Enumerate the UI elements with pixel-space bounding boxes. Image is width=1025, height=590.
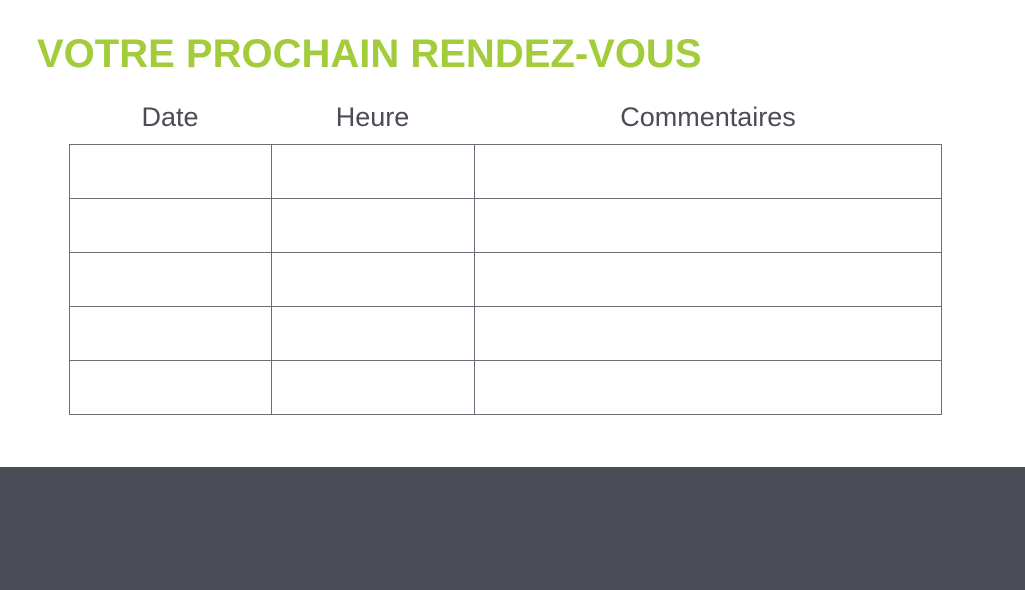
table-cell-commentaires[interactable] bbox=[474, 198, 942, 253]
table-cell-heure[interactable] bbox=[271, 252, 475, 307]
column-header-date: Date bbox=[141, 102, 199, 132]
table-cell-heure[interactable] bbox=[271, 306, 475, 361]
table-cell-date[interactable] bbox=[69, 360, 272, 415]
column-header-heure: Heure bbox=[335, 102, 410, 132]
table-row bbox=[69, 360, 942, 415]
table-row bbox=[69, 306, 942, 361]
table-cell-heure[interactable] bbox=[271, 198, 475, 253]
table-cell-commentaires[interactable] bbox=[474, 360, 942, 415]
appointment-table bbox=[69, 144, 942, 415]
table-cell-commentaires[interactable] bbox=[474, 306, 942, 361]
table-cell-heure[interactable] bbox=[271, 360, 475, 415]
page-title: VOTRE PROCHAIN RENDEZ-VOUS bbox=[37, 32, 702, 76]
table-cell-heure[interactable] bbox=[271, 144, 475, 199]
table-cell-commentaires[interactable] bbox=[474, 144, 942, 199]
table-row bbox=[69, 144, 942, 199]
column-header-commentaires: Commentaires bbox=[620, 102, 796, 132]
table-cell-commentaires[interactable] bbox=[474, 252, 942, 307]
table-row bbox=[69, 252, 942, 307]
table-cell-date[interactable] bbox=[69, 198, 272, 253]
table-cell-date[interactable] bbox=[69, 252, 272, 307]
table-cell-date[interactable] bbox=[69, 144, 272, 199]
table-cell-date[interactable] bbox=[69, 306, 272, 361]
footer-band bbox=[0, 467, 1025, 590]
table-row bbox=[69, 198, 942, 253]
